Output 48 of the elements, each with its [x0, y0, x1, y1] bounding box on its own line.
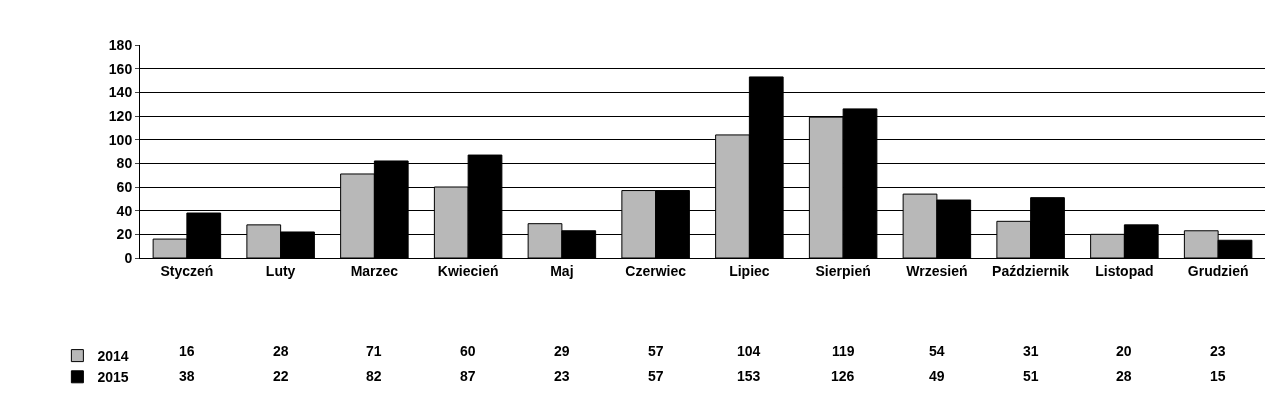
y-tick-label: 80: [116, 155, 133, 172]
x-tick-label: Kwiecień: [437, 262, 499, 279]
y-tick-label: 100: [108, 131, 133, 148]
x-tick-label: Grudzień: [1187, 262, 1249, 279]
data-label: 23: [1210, 343, 1226, 359]
data-label: 126: [831, 368, 855, 384]
y-tick-label: 0: [124, 249, 133, 266]
data-label: 31: [1023, 343, 1039, 359]
legend-label: 2015: [97, 369, 129, 386]
data-label: 38: [179, 368, 195, 384]
data-label: 82: [366, 368, 382, 384]
data-label: 29: [554, 343, 570, 359]
data-label: 71: [366, 343, 382, 359]
data-label: 20: [1116, 343, 1132, 359]
data-label: 57: [648, 368, 664, 384]
y-tick-label: 20: [116, 226, 133, 243]
data-label: 153: [737, 368, 761, 384]
x-tick-label: Luty: [265, 262, 296, 279]
data-label: 54: [929, 343, 945, 359]
data-label: 28: [1116, 368, 1132, 384]
data-label: 22: [273, 368, 289, 384]
data-label: 49: [929, 368, 945, 384]
x-tick-label: Maj: [550, 262, 574, 279]
y-tick-label: 40: [116, 202, 133, 219]
y-tick-label: 180: [108, 36, 133, 53]
data-label: 104: [737, 343, 761, 359]
data-label: 28: [273, 343, 289, 359]
data-label: 119: [832, 343, 855, 359]
data-label: 87: [460, 368, 476, 384]
y-tick-label: 120: [108, 107, 133, 124]
x-tick-label: Styczeń: [160, 262, 214, 279]
x-tick-label: Marzec: [350, 262, 399, 279]
x-tick-label: Październik: [992, 262, 1070, 279]
y-tick-label: 160: [108, 60, 133, 77]
data-label: 23: [554, 368, 570, 384]
y-tick-label: 140: [108, 84, 133, 101]
data-label: 51: [1023, 368, 1039, 384]
x-tick-label: Lipiec: [729, 262, 770, 279]
legend-label: 2014: [97, 348, 129, 365]
x-tick-label: Listopad: [1095, 262, 1154, 279]
y-tick-label: 60: [116, 178, 133, 195]
data-label: 15: [1210, 368, 1226, 384]
x-tick-label: Czerwiec: [625, 262, 687, 279]
data-label: 16: [179, 343, 195, 359]
data-label: 60: [460, 343, 476, 359]
x-tick-label: Sierpień: [815, 262, 871, 279]
data-label: 57: [648, 343, 664, 359]
x-tick-label: Wrzesień: [906, 262, 968, 279]
